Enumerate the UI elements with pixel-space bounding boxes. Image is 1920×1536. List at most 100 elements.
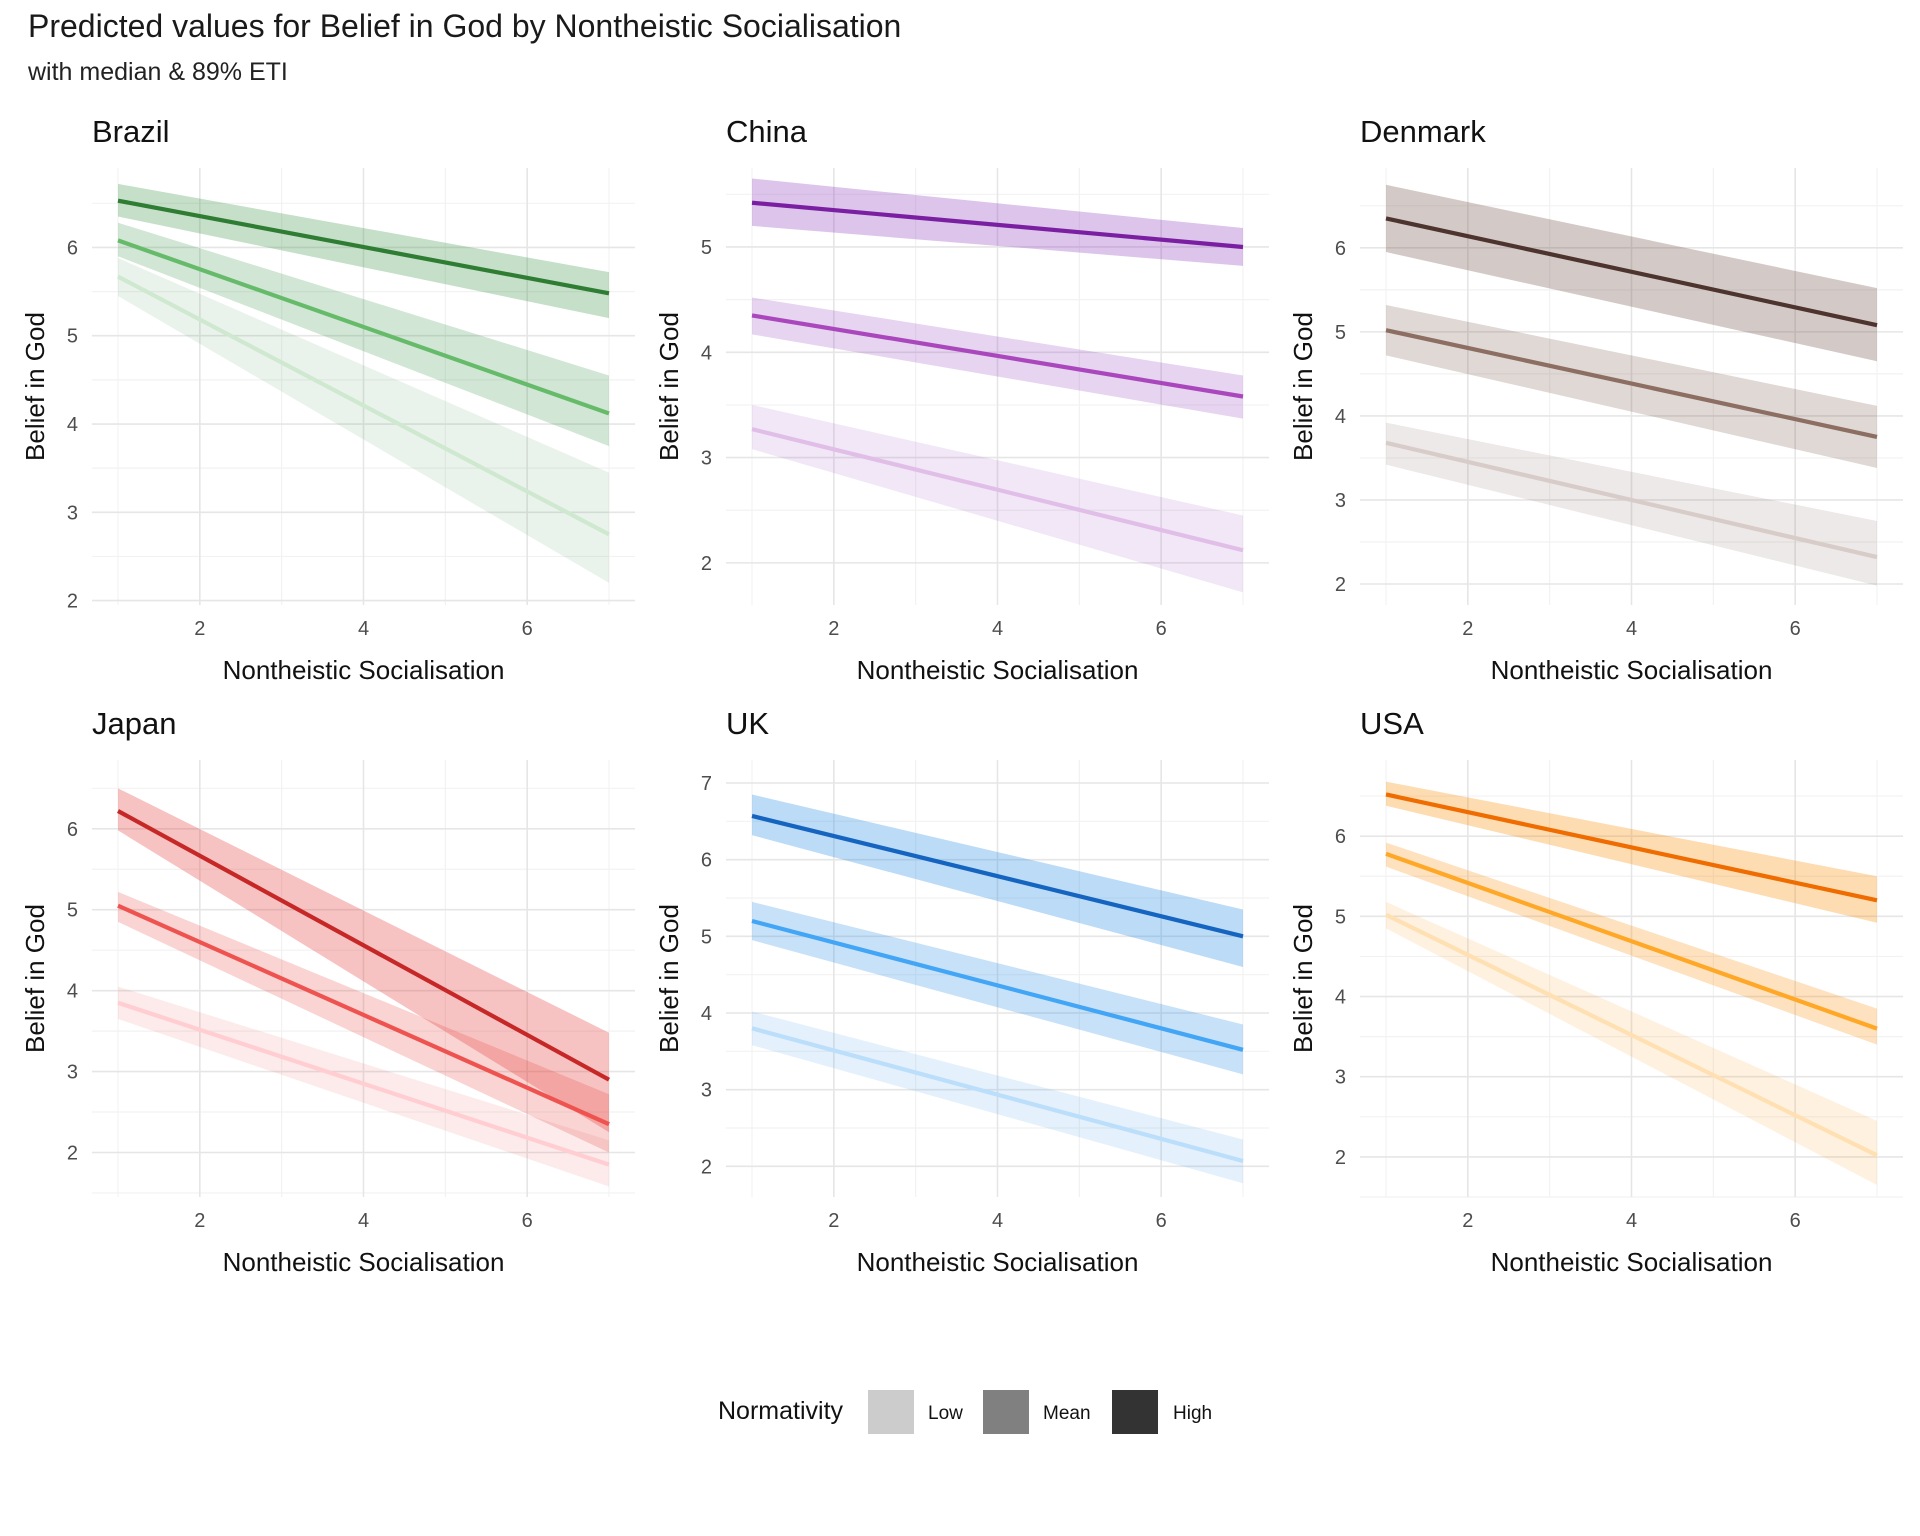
eti-band-low: [752, 1011, 1243, 1184]
eti-band-mean: [1386, 304, 1877, 469]
y-axis-title: Belief in God: [1288, 312, 1318, 461]
legend-label-mean: Mean: [1043, 1403, 1091, 1424]
y-tick-label: 5: [701, 237, 712, 259]
y-tick-label: 4: [1335, 987, 1346, 1009]
legend-key-high: [1112, 1390, 1158, 1434]
panel-denmark: 2 4 6 2 3 4 5 6 Denmark Nontheistic Socialisation…: [1288, 114, 1903, 685]
x-tick-label: 4: [1626, 618, 1637, 640]
y-tick-label: 4: [67, 981, 78, 1003]
panel-title: UK: [726, 706, 769, 741]
y-tick-label: 3: [1335, 490, 1346, 512]
x-tick-label: 4: [992, 1210, 1003, 1232]
x-axis-title: Nontheistic Socialisation: [223, 1247, 505, 1277]
eti-band-mean: [752, 901, 1243, 1075]
eti-band-high: [1386, 781, 1877, 923]
y-tick-label: 2: [67, 591, 78, 613]
y-axis-title: Belief in God: [654, 904, 684, 1053]
y-tick-label: 3: [1335, 1067, 1346, 1089]
y-tick-label: 6: [1335, 238, 1346, 260]
x-tick-label: 6: [1790, 1210, 1801, 1232]
y-tick-label: 5: [1335, 322, 1346, 344]
median-line-high: [117, 198, 610, 296]
x-tick-label: 6: [1156, 1210, 1167, 1232]
y-tick-label: 2: [1335, 1147, 1346, 1169]
y-axis-title: Belief in God: [1288, 904, 1318, 1053]
y-tick-label: 2: [1335, 574, 1346, 596]
eti-band-low: [118, 986, 609, 1187]
median-line-low: [751, 427, 1244, 553]
median-line-mean: [751, 313, 1244, 399]
legend: Normativity Low Mean High: [718, 1390, 1212, 1434]
x-axis-title: Nontheistic Socialisation: [857, 655, 1139, 685]
y-tick-label: 5: [67, 326, 78, 348]
panel-title: Japan: [92, 706, 176, 741]
median-line-mean: [751, 918, 1244, 1052]
x-tick-label: 6: [522, 618, 533, 640]
median-line-high: [1385, 216, 1878, 328]
y-tick-label: 5: [1335, 906, 1346, 928]
x-tick-label: 2: [828, 1210, 839, 1232]
x-tick-label: 2: [1462, 1210, 1473, 1232]
median-line-low: [1385, 912, 1878, 1158]
median-line-mean: [1385, 328, 1878, 439]
chart-subtitle: with median & 89% ETI: [28, 58, 288, 86]
panel-brazil: 2 4 6 2 3 4 5 6 Brazil Nontheistic Socialisation B…: [20, 114, 635, 685]
y-tick-label: 2: [701, 553, 712, 575]
x-axis-title: Nontheistic Socialisation: [1491, 655, 1773, 685]
y-tick-label: 6: [701, 850, 712, 872]
x-axis-title: Nontheistic Socialisation: [857, 1247, 1139, 1277]
legend-label-low: Low: [928, 1403, 963, 1424]
panel-title: Denmark: [1360, 114, 1486, 149]
y-tick-label: 3: [67, 1062, 78, 1084]
y-tick-label: 4: [701, 1003, 712, 1025]
median-line-high: [751, 813, 1244, 939]
panel-china: 2 4 6 2 3 4 5 China Nontheistic Socialisation Bel…: [654, 114, 1269, 685]
eti-band-high: [118, 788, 609, 1133]
panels-layer: 2 4 6 2 3 4 5 6 Brazil Nontheistic Socialisation B…: [20, 114, 1903, 1277]
x-axis-title: Nontheistic Socialisation: [1491, 1247, 1773, 1277]
x-tick-label: 4: [358, 618, 369, 640]
y-tick-label: 6: [67, 237, 78, 259]
y-tick-label: 5: [701, 926, 712, 948]
y-tick-label: 3: [67, 502, 78, 524]
chart-title: Predicted values for Belief in God by No…: [28, 8, 902, 44]
median-line-high: [116, 809, 611, 1082]
y-tick-label: 3: [701, 1080, 712, 1102]
legend-label-high: High: [1173, 1403, 1212, 1424]
median-line-low: [1385, 440, 1878, 560]
eti-band-high: [752, 794, 1243, 967]
y-tick-label: 2: [67, 1142, 78, 1164]
median-line-mean: [117, 238, 610, 416]
legend-key-mean: [983, 1390, 1029, 1434]
x-tick-label: 4: [358, 1210, 369, 1232]
y-tick-label: 7: [701, 773, 712, 795]
y-tick-label: 4: [701, 342, 712, 364]
median-line-high: [1385, 792, 1878, 903]
panel-japan: 2 4 6 2 3 4 5 6 Japan Nontheistic Socialisation Be…: [20, 706, 635, 1277]
panel-title: Brazil: [92, 114, 170, 149]
y-tick-label: 2: [701, 1156, 712, 1178]
panel-usa: 2 4 6 2 3 4 5 6 USA Nontheistic Socialisation Beli…: [1288, 706, 1903, 1277]
panel-title: China: [726, 114, 808, 149]
x-tick-label: 4: [992, 618, 1003, 640]
x-axis-title: Nontheistic Socialisation: [223, 655, 505, 685]
median-line-mean: [1385, 851, 1878, 1031]
median-line-mean: [117, 903, 610, 1127]
eti-band-mean: [118, 222, 609, 447]
x-tick-label: 4: [1626, 1210, 1637, 1232]
panel-title: USA: [1360, 706, 1424, 741]
legend-key-low: [868, 1390, 914, 1434]
eti-band-low: [752, 404, 1243, 593]
legend-title: Normativity: [718, 1397, 844, 1425]
median-line-low: [117, 1000, 610, 1167]
x-tick-label: 2: [828, 618, 839, 640]
x-tick-label: 2: [1462, 618, 1473, 640]
y-axis-title: Belief in God: [20, 904, 50, 1053]
median-line-high: [751, 200, 1244, 250]
x-tick-label: 6: [1790, 618, 1801, 640]
y-tick-label: 6: [67, 819, 78, 841]
y-tick-label: 3: [701, 448, 712, 470]
y-axis-title: Belief in God: [654, 312, 684, 461]
y-tick-label: 4: [67, 414, 78, 436]
